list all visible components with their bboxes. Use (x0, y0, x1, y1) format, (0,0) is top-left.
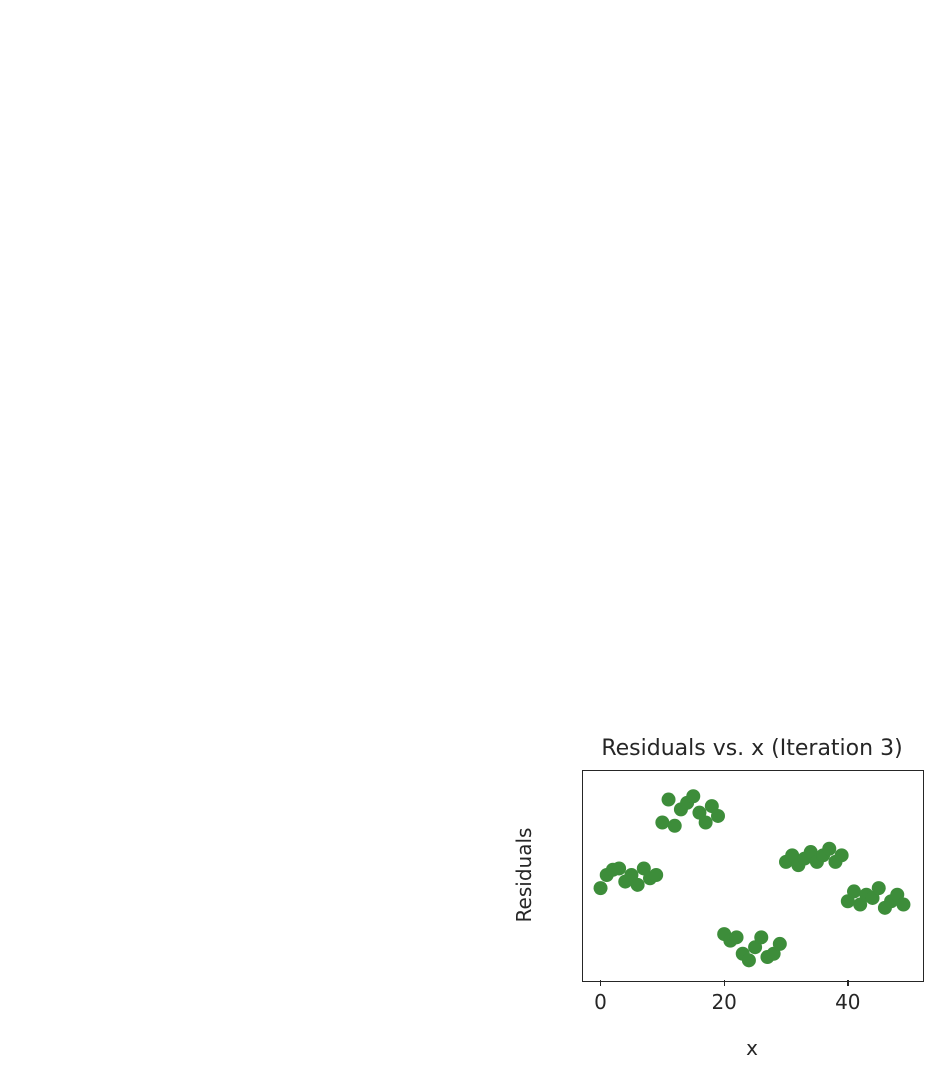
data-point (773, 937, 787, 951)
data-point (754, 930, 768, 944)
data-point (686, 789, 700, 803)
data-point (668, 819, 682, 833)
data-point (662, 793, 676, 807)
data-point (649, 868, 663, 882)
data-point (822, 842, 836, 856)
data-point (896, 898, 910, 912)
data-point (872, 881, 886, 895)
plot-title: Residuals vs. x (Iteration 3) (582, 736, 922, 761)
data-point (594, 881, 608, 895)
data-point (631, 878, 645, 892)
data-point (847, 884, 861, 898)
data-point (612, 861, 626, 875)
figure: Prediction (Iteration 1)xy / y_pred02040… (0, 0, 944, 1084)
data-point (742, 953, 756, 967)
plot-svg (582, 770, 922, 980)
data-point (699, 816, 713, 830)
y-axis-label: Residuals (512, 770, 536, 980)
data-point (655, 816, 669, 830)
x-tick-label: 40 (835, 990, 860, 1014)
x-tick-label: 0 (594, 990, 607, 1014)
x-tick-label: 20 (711, 990, 736, 1014)
data-point (835, 848, 849, 862)
data-point (730, 930, 744, 944)
x-tick-mark (847, 980, 848, 986)
x-tick-mark (724, 980, 725, 986)
subplot-5: Residuals vs. x (Iteration 3) x Residuals 0… (0, 0, 944, 1084)
x-tick-mark (600, 980, 601, 986)
data-point (711, 809, 725, 823)
x-axis-label: x (582, 1036, 922, 1060)
